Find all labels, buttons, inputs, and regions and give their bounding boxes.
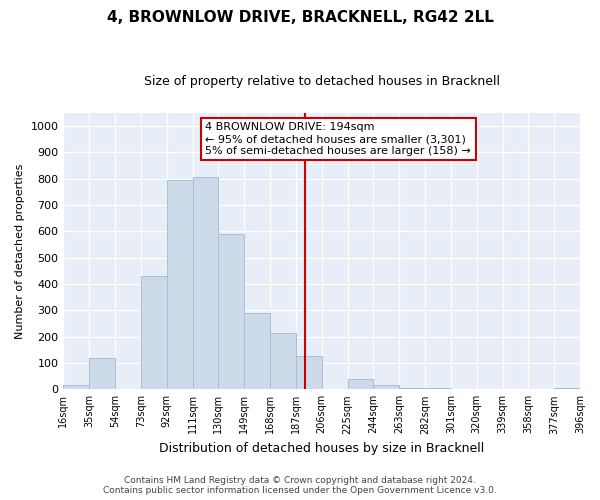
Bar bbox=[244, 313, 270, 390]
Text: 4, BROWNLOW DRIVE, BRACKNELL, RG42 2LL: 4, BROWNLOW DRIVE, BRACKNELL, RG42 2LL bbox=[107, 10, 493, 25]
Bar bbox=[270, 332, 296, 390]
Bar bbox=[218, 234, 244, 390]
Text: 4 BROWNLOW DRIVE: 194sqm
← 95% of detached houses are smaller (3,301)
5% of semi: 4 BROWNLOW DRIVE: 194sqm ← 95% of detach… bbox=[205, 122, 471, 156]
Bar bbox=[296, 356, 322, 390]
Bar bbox=[554, 388, 580, 390]
Bar bbox=[193, 178, 218, 390]
Text: Contains HM Land Registry data © Crown copyright and database right 2024.
Contai: Contains HM Land Registry data © Crown c… bbox=[103, 476, 497, 495]
Bar bbox=[373, 386, 399, 390]
Bar bbox=[347, 379, 373, 390]
Bar bbox=[89, 358, 115, 390]
Title: Size of property relative to detached houses in Bracknell: Size of property relative to detached ho… bbox=[144, 75, 500, 88]
X-axis label: Distribution of detached houses by size in Bracknell: Distribution of detached houses by size … bbox=[159, 442, 484, 455]
Y-axis label: Number of detached properties: Number of detached properties bbox=[15, 164, 25, 338]
Bar bbox=[141, 276, 167, 390]
Bar bbox=[425, 388, 451, 390]
Bar bbox=[64, 386, 89, 390]
Bar bbox=[399, 388, 425, 390]
Bar bbox=[167, 180, 193, 390]
